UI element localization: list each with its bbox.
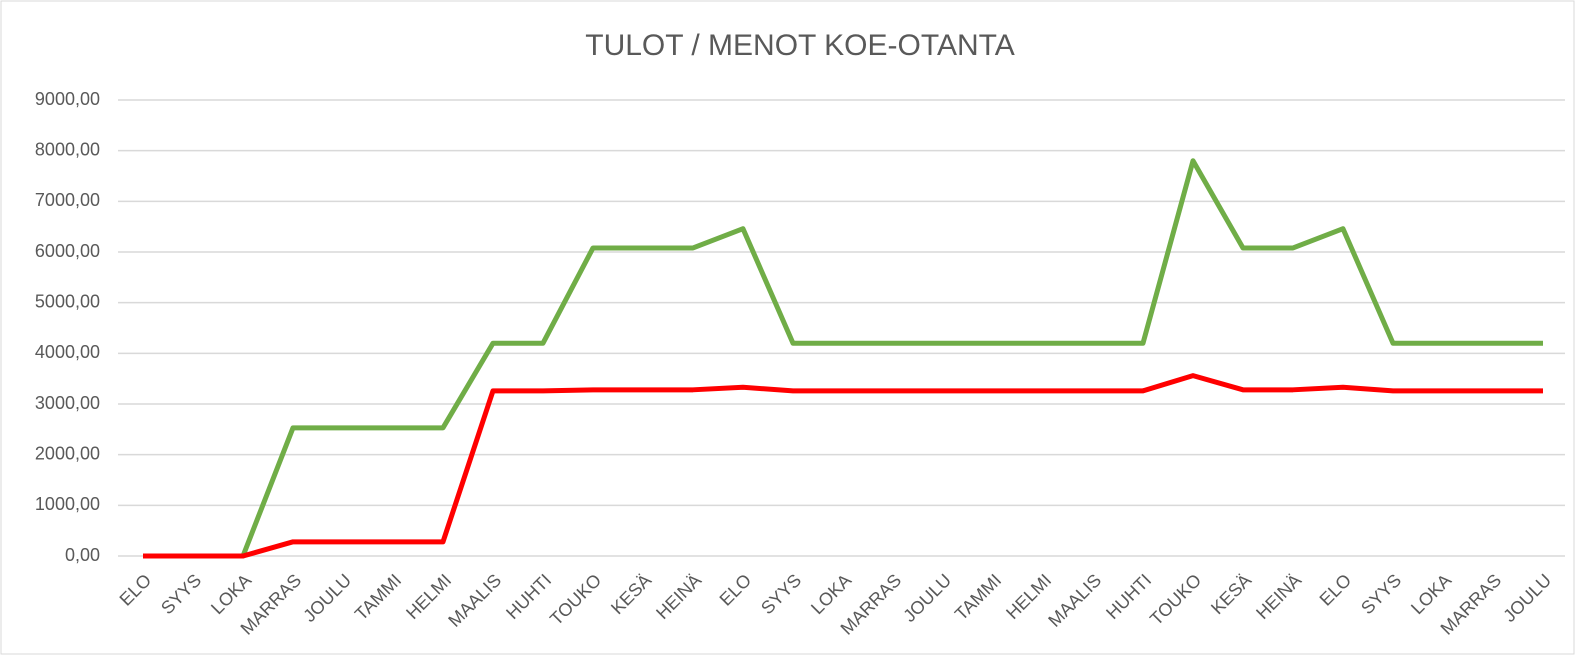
y-tick-label: 3000,00 [35,393,100,413]
y-tick-label: 1000,00 [35,494,100,514]
y-tick-label: 0,00 [65,545,100,565]
y-tick-label: 5000,00 [35,291,100,311]
line-series [143,158,1543,559]
y-tick-label: 9000,00 [35,89,100,109]
chart-title: TULOT / MENOT KOE-OTANTA [585,29,1014,62]
line-series [143,373,1543,559]
y-tick-label: 7000,00 [35,190,100,210]
y-tick-label: 2000,00 [35,443,100,463]
y-tick-label: 4000,00 [35,342,100,362]
y-tick-label: 8000,00 [35,139,100,159]
y-tick-label: 6000,00 [35,241,100,261]
